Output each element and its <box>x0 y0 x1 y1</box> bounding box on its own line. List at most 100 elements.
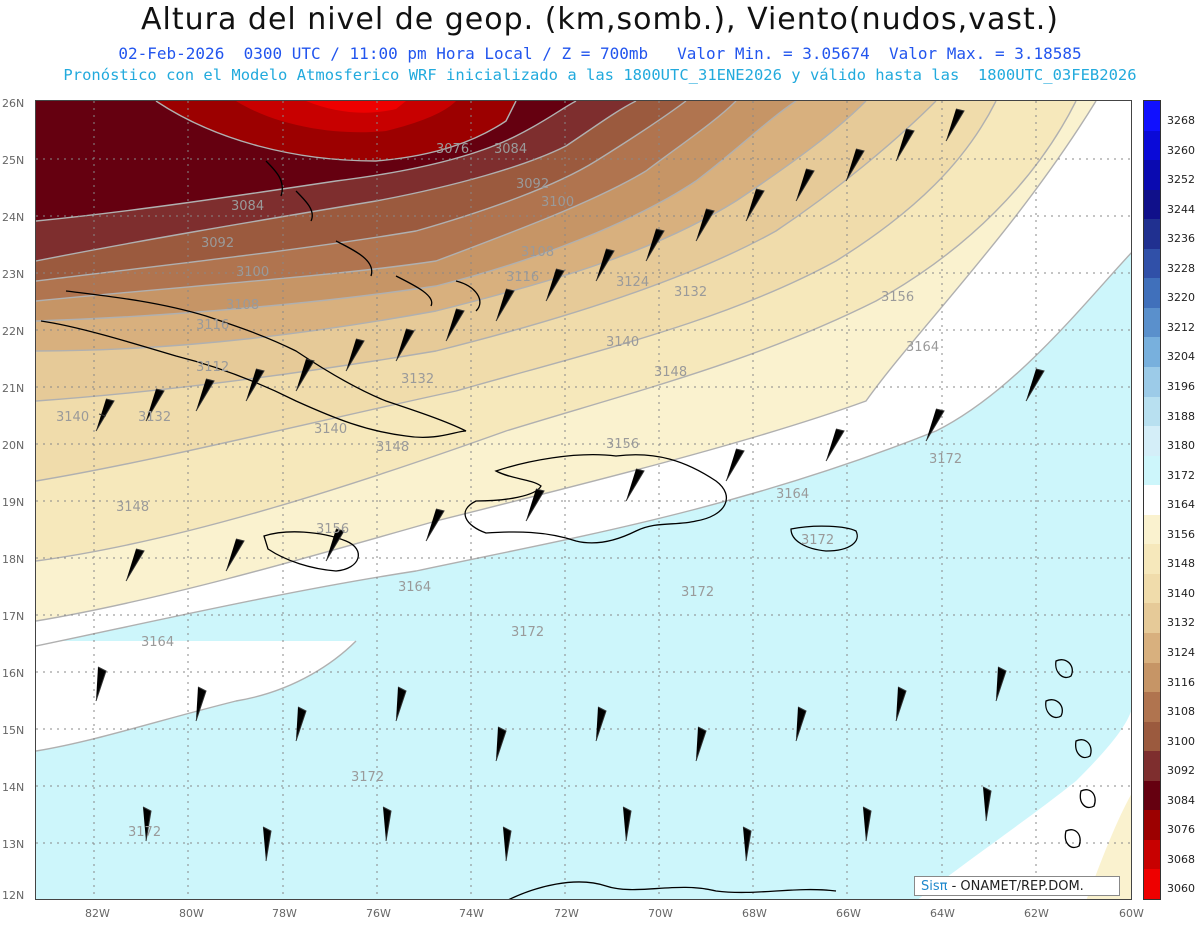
colorbar-label: 3252 <box>1167 173 1195 187</box>
contour-label: 3148 <box>376 440 409 455</box>
lat-label: 23N <box>2 268 25 281</box>
colorbar-swatch <box>1144 810 1160 840</box>
contour-label: 3140 <box>314 422 347 437</box>
colorbar-swatch <box>1144 485 1160 515</box>
lon-label: 64W <box>930 907 955 920</box>
colorbar-label: 3244 <box>1167 202 1195 216</box>
colorbar-label: 3092 <box>1167 764 1195 778</box>
colorbar-label: 3116 <box>1167 675 1195 689</box>
colorbar-swatch <box>1144 633 1160 663</box>
chart-title: Altura del nivel de geop. (km,somb.), Vi… <box>141 2 1059 37</box>
lat-label: 25N <box>2 154 25 167</box>
colorbar-label: 3076 <box>1167 823 1195 837</box>
contour-label: 3100 <box>236 265 269 280</box>
colorbar-swatch <box>1144 307 1160 338</box>
colorbar-label: 3148 <box>1167 557 1195 571</box>
colorbar-swatch <box>1144 367 1160 397</box>
lat-label: 14N <box>2 781 25 794</box>
contour-label: 3164 <box>398 580 431 595</box>
colorbar-label: 3188 <box>1167 409 1195 423</box>
contour-label: 3076 <box>436 142 469 157</box>
contour-lines <box>36 101 1131 752</box>
contour-label: 3116 <box>506 270 539 285</box>
lat-label: 26N <box>2 97 25 110</box>
lon-label: 82W <box>85 907 110 920</box>
lon-label: 80W <box>179 907 204 920</box>
valid-time-line: 02-Feb-2026 0300 UTC / 11:00 pm Hora Loc… <box>118 44 1082 63</box>
colorbar-swatch <box>1144 869 1160 899</box>
colorbar-swatch <box>1144 573 1160 604</box>
colorbar-swatch <box>1144 839 1160 870</box>
contour-label: 3108 <box>226 298 259 313</box>
lat-lon-grid <box>36 101 1131 899</box>
lon-label: 70W <box>648 907 673 920</box>
colorbar-label: 3260 <box>1167 143 1195 157</box>
contour-label: 3112 <box>196 360 229 375</box>
contour-label: 3156 <box>606 437 639 452</box>
colorbar-label: 3068 <box>1167 852 1195 866</box>
lat-label: 15N <box>2 724 25 737</box>
colorbar <box>1143 100 1161 900</box>
lon-label: 76W <box>366 907 391 920</box>
contour-label: 3172 <box>511 625 544 640</box>
band-3164-lobe <box>36 641 356 751</box>
contour-label: 3148 <box>654 365 687 380</box>
colorbar-swatch <box>1144 603 1160 633</box>
contour-label: 3132 <box>401 372 434 387</box>
contour-label: 3116 <box>196 318 229 333</box>
colorbar-label: 3124 <box>1167 646 1195 659</box>
lat-label: 13N <box>2 838 25 851</box>
contour-label: 3092 <box>516 177 549 192</box>
model-info-line: Pronóstico con el Modelo Atmosferico WRF… <box>63 66 1137 84</box>
colorbar-label: 3132 <box>1167 616 1195 630</box>
contour-label: 3164 <box>141 635 174 650</box>
band-3060 <box>306 101 406 113</box>
lat-label: 22N <box>2 325 25 338</box>
colorbar-swatch <box>1144 396 1160 427</box>
colorbar-swatch <box>1144 426 1160 456</box>
band-3068 <box>236 101 456 133</box>
colorbar-label: 3180 <box>1167 439 1195 453</box>
colorbar-swatch <box>1144 780 1160 811</box>
contour-label: 3172 <box>681 585 714 600</box>
coastlines <box>40 160 1096 899</box>
colorbar-swatch <box>1144 219 1160 249</box>
colorbar-label: 3228 <box>1167 261 1195 275</box>
colorbar-swatch <box>1144 337 1160 367</box>
colorbar-swatch <box>1144 101 1160 131</box>
lat-label: 20N <box>2 439 25 452</box>
map-plot-area: 3076 3084 3092 3100 3084 3092 3100 3108 … <box>35 100 1132 900</box>
colorbar-label: 3164 <box>1167 498 1195 512</box>
lat-label: 18N <box>2 553 25 566</box>
contour-label: 3172 <box>128 825 161 840</box>
colorbar-label: 3196 <box>1167 380 1195 393</box>
contour-label: 3172 <box>351 770 384 785</box>
contour-label: 3084 <box>231 199 264 214</box>
contour-label: 3132 <box>674 285 707 300</box>
contour-label: 3172 <box>929 452 962 467</box>
lat-label: 16N <box>2 667 25 680</box>
colorbar-swatch <box>1144 130 1160 161</box>
colorbar-swatch <box>1144 189 1160 220</box>
colorbar-swatch <box>1144 455 1160 486</box>
colorbar-swatch <box>1144 160 1160 190</box>
lon-label: 74W <box>459 907 484 920</box>
lat-label: 19N <box>2 496 25 509</box>
lon-label: 72W <box>554 907 579 920</box>
map-canvas: 3076 3084 3092 3100 3084 3092 3100 3108 … <box>36 101 1131 899</box>
colorbar-label: 3100 <box>1167 734 1195 748</box>
contour-label: 3140 <box>606 335 639 350</box>
colorbar-label: 3268 <box>1167 114 1195 127</box>
colorbar-swatch <box>1144 514 1160 545</box>
contour-label: 3156 <box>881 290 914 305</box>
lat-label: 12N <box>2 889 25 902</box>
band-3156-patch <box>1086 794 1131 899</box>
lon-label: 66W <box>836 907 861 920</box>
colorbar-swatch <box>1144 248 1160 279</box>
contour-label: 3084 <box>494 142 527 157</box>
colorbar-label: 3236 <box>1167 232 1195 246</box>
credit-box: Sisπ - ONAMET/REP.DOM. <box>914 876 1120 896</box>
sispi-logo-text: Sisπ <box>921 879 948 894</box>
contour-label: 3108 <box>521 245 554 260</box>
contour-label: 3164 <box>906 340 939 355</box>
